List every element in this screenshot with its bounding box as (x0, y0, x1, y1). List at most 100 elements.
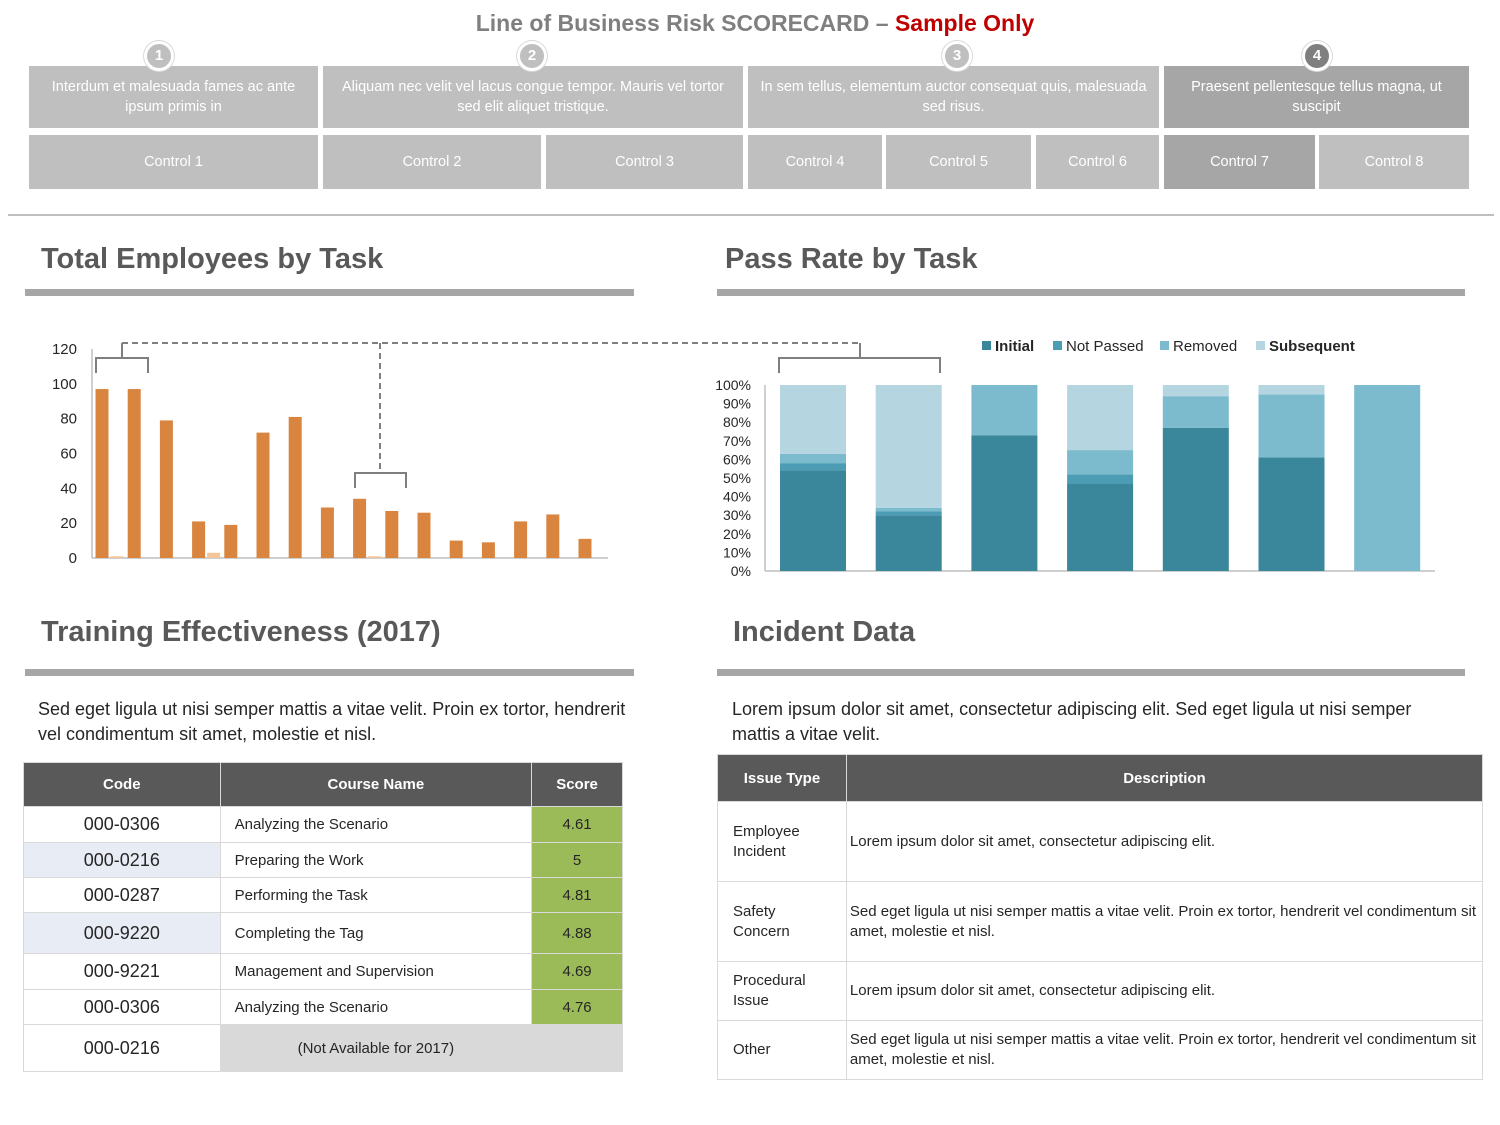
pass-rate-title: Pass Rate by Task (725, 243, 978, 275)
employees-title: Total Employees by Task (41, 243, 384, 275)
control-box-4: Control 4 (748, 135, 882, 189)
control-box-1: Control 1 (29, 135, 318, 189)
employees-title-bar (25, 289, 634, 296)
step-description: Praesent pellentesque tellus magna, ut s… (1191, 79, 1442, 115)
segment-not-passed (780, 463, 846, 471)
header-divider (8, 214, 1494, 216)
table-row: Safety Concern Sed eget ligula ut nisi se… (717, 881, 1484, 962)
control-box-3: Control 3 (546, 135, 743, 189)
legend-swatch (1160, 341, 1169, 350)
table-row: 000-9220 Completing the Tag 4.88 (23, 912, 623, 954)
issue-type-line: Issue (733, 992, 769, 1009)
y-tick-label: 90% (723, 396, 751, 412)
bar-primary (481, 542, 495, 558)
segment-subsequent (1067, 385, 1134, 451)
y-tick-label: 20% (723, 526, 751, 542)
score-cell: 4.69 (531, 953, 623, 990)
bar-primary (288, 416, 302, 558)
step-box-2: Aliquam nec velit vel lacus congue tempo… (323, 66, 743, 128)
bar-primary (514, 521, 528, 558)
score-cell: 4.88 (531, 912, 623, 954)
step-description: Interdum et malesuada fames ac ante ipsu… (51, 79, 296, 115)
description-cell: Sed eget ligula ut nisi semper mattis a … (845, 881, 1484, 962)
training-title: Training Effectiveness (2017) (41, 616, 441, 648)
y-tick-label: 20 (60, 515, 77, 532)
issue-type-line: Other (733, 1041, 771, 1058)
control-box-2: Control 2 (323, 135, 541, 189)
bar-primary (127, 389, 141, 558)
pass-rate-legend: Initial Not Passed Removed Subsequent (982, 338, 1355, 355)
description-cell: Lorem ipsum dolor sit amet, consectetur … (845, 801, 1484, 882)
segment-subsequent (1162, 385, 1229, 397)
score-cell: 4.61 (531, 806, 623, 843)
legend-label: Not Passed (1066, 338, 1144, 355)
segment-initial (1067, 483, 1134, 571)
y-tick-label: 100% (715, 377, 751, 393)
charts-canvas: 120 100 80 60 40 20 0 100% 90% 80% 70% 60% 50% 40% 30… (52, 338, 1435, 579)
course-cell: Preparing the Work (219, 842, 533, 878)
y-tick-label: 40% (723, 489, 751, 505)
step-box-4: Praesent pellentesque tellus magna, ut s… (1164, 66, 1469, 128)
bracket-employees-b (354, 472, 407, 488)
score-cell: 5 (531, 842, 623, 878)
step-badge-2: 2 (517, 41, 547, 71)
legend-label: Removed (1173, 338, 1237, 355)
segment-removed (971, 385, 1038, 436)
segment-initial (780, 470, 846, 571)
pass-rate-title-bar (717, 289, 1465, 296)
y-tick-label: 60% (723, 451, 751, 467)
segment-removed (875, 507, 942, 512)
employees-bar-chart: 120 100 80 60 40 20 0 (52, 341, 608, 567)
segment-subsequent (875, 385, 942, 508)
description-cell: Lorem ipsum dolor sit amet, consectetur … (845, 961, 1484, 1021)
issue-type-line: Concern (733, 922, 790, 940)
course-cell: Performing the Task (219, 877, 533, 913)
page-title: Line of Business Risk SCORECARD – Sample… (0, 10, 1500, 37)
course-cell: Management and Supervision (219, 953, 533, 990)
legend-label: Initial (995, 338, 1034, 355)
table-row: Employee Incident Lorem ipsum dolor sit a… (717, 801, 1484, 882)
bar-primary (546, 514, 560, 558)
header-course-name: Course Name (219, 762, 533, 807)
control-box-6: Control 6 (1036, 135, 1159, 189)
y-tick-label: 0% (731, 563, 751, 579)
y-tick-label: 80% (723, 414, 751, 430)
incident-header-row: Issue Type Description (717, 754, 1484, 802)
code-cell: 000-0306 (23, 989, 221, 1025)
segment-removed (1162, 396, 1229, 428)
issue-type-cell: Other (717, 1020, 847, 1080)
code-cell: 000-0216 (23, 842, 221, 878)
bar-primary (256, 432, 270, 558)
table-row: Procedural Issue Lorem ipsum dolor sit am… (717, 961, 1484, 1021)
bar-primary (95, 389, 109, 558)
segment-subsequent (1258, 385, 1325, 395)
table-row: 000-9221 Management and Supervision 4.69 (23, 953, 623, 990)
y-tick-label: 50% (723, 470, 751, 486)
segment-not-passed (1067, 474, 1134, 484)
y-tick-label: 40 (60, 480, 77, 497)
table-row: 000-0216 Preparing the Work 5 (23, 842, 623, 878)
step-badge-3: 3 (942, 41, 972, 71)
y-tick-label: 30% (723, 507, 751, 523)
step-box-3: In sem tellus, elementum auctor consequa… (748, 66, 1159, 128)
bar-primary (417, 512, 431, 558)
segment-initial (1162, 427, 1229, 571)
issue-type-cell: Employee Incident (717, 801, 847, 882)
bar-primary (578, 538, 592, 558)
step-description: In sem tellus, elementum auctor consequa… (760, 79, 1147, 115)
bar-secondary (207, 552, 221, 558)
issue-type-line: Incident (733, 842, 786, 860)
segment-removed (1067, 450, 1134, 475)
course-cell: (Not Available for 2017) (219, 1024, 533, 1072)
code-cell: 000-9221 (23, 953, 221, 990)
issue-type-cell: Procedural Issue (717, 961, 847, 1021)
step-badge-4: 4 (1302, 41, 1332, 71)
segment-not-passed (875, 511, 942, 516)
header-issue-type: Issue Type (717, 754, 847, 802)
header-description: Description (845, 754, 1484, 802)
training-header-row: Code Course Name Score (23, 762, 623, 807)
code-cell: 000-0306 (23, 806, 221, 843)
header-score: Score (531, 762, 623, 807)
y-tick-label: 70% (723, 433, 751, 449)
issue-type-line: Safety (733, 902, 776, 920)
